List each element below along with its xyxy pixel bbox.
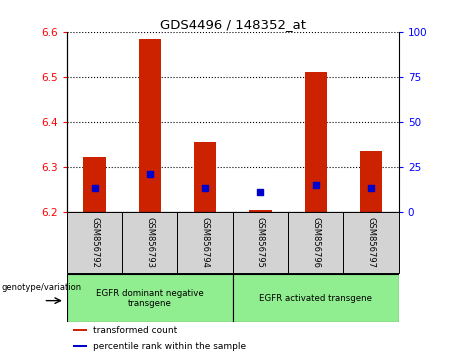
Text: GSM856794: GSM856794 xyxy=(201,217,210,268)
Bar xyxy=(360,152,382,212)
Text: percentile rank within the sample: percentile rank within the sample xyxy=(94,342,247,350)
Point xyxy=(257,189,264,195)
Bar xyxy=(233,212,288,273)
Text: GSM856796: GSM856796 xyxy=(311,217,320,268)
Bar xyxy=(67,212,122,273)
Point xyxy=(312,182,319,188)
Point xyxy=(91,185,98,190)
Bar xyxy=(139,39,161,212)
Bar xyxy=(83,157,106,212)
Text: GSM856793: GSM856793 xyxy=(145,217,154,268)
Point xyxy=(201,185,209,190)
Point xyxy=(146,171,154,177)
Bar xyxy=(73,329,87,331)
Text: genotype/variation: genotype/variation xyxy=(1,283,82,292)
Bar xyxy=(288,212,343,273)
Bar xyxy=(177,212,233,273)
Bar xyxy=(305,73,327,212)
Text: GSM856795: GSM856795 xyxy=(256,217,265,268)
Bar xyxy=(67,274,233,322)
Text: transformed count: transformed count xyxy=(94,326,177,335)
Text: GSM856792: GSM856792 xyxy=(90,217,99,268)
Bar xyxy=(122,212,177,273)
Text: EGFR dominant negative
transgene: EGFR dominant negative transgene xyxy=(96,289,204,308)
Bar xyxy=(233,274,399,322)
Bar xyxy=(73,345,87,347)
Text: EGFR activated transgene: EGFR activated transgene xyxy=(259,294,372,303)
Text: GSM856797: GSM856797 xyxy=(366,217,376,268)
Bar xyxy=(249,210,272,212)
Title: GDS4496 / 148352_at: GDS4496 / 148352_at xyxy=(160,18,306,31)
Bar xyxy=(343,212,399,273)
Point xyxy=(367,185,375,190)
Bar xyxy=(194,142,216,212)
